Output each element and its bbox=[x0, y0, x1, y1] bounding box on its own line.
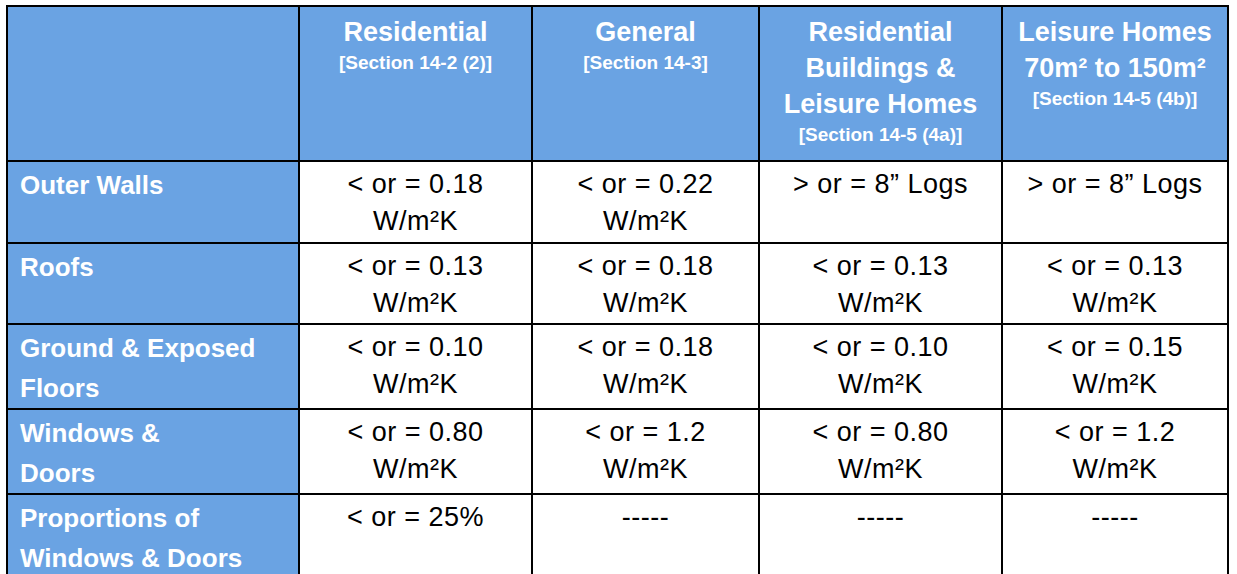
cell-floors-residential: < or = 0.10 W/m²K bbox=[299, 324, 532, 409]
column-section: [Section 14-2 (2)] bbox=[304, 50, 527, 76]
column-header-leisure-homes-70-150: Leisure Homes 70m² to 150m² [Section 14-… bbox=[1002, 6, 1228, 161]
cell-limit: < or = 0.22 bbox=[534, 165, 757, 203]
cell-limit: ----- bbox=[1004, 498, 1226, 536]
cell-proportions-res-leisure: ----- bbox=[759, 494, 1002, 574]
row-label-roofs: Roofs bbox=[7, 243, 299, 324]
cell-limit: < or = 0.13 bbox=[301, 247, 530, 285]
row-label-proportions-windows-doors: Proportions of Windows & Doors bbox=[7, 494, 299, 574]
cell-roofs-residential: < or = 0.13 W/m²K bbox=[299, 243, 532, 324]
cell-limit: < or = 1.2 bbox=[1004, 413, 1226, 451]
document-page: Residential [Section 14-2 (2)] General [… bbox=[0, 0, 1237, 574]
cell-unit: W/m²K bbox=[761, 366, 1000, 403]
cell-limit: < or = 0.10 bbox=[761, 328, 1000, 366]
column-section: [Section 14-5 (4a)] bbox=[764, 122, 997, 148]
cell-limit: < or = 1.2 bbox=[534, 413, 757, 451]
cell-floors-leisure-70-150: < or = 0.15 W/m²K bbox=[1002, 324, 1228, 409]
cell-unit: W/m²K bbox=[761, 451, 1000, 488]
cell-unit: W/m²K bbox=[534, 203, 757, 240]
row-label-outer-walls: Outer Walls bbox=[7, 161, 299, 243]
u-value-requirements-table: Residential [Section 14-2 (2)] General [… bbox=[6, 5, 1229, 574]
cell-limit: < or = 0.18 bbox=[534, 328, 757, 366]
table-row-roofs: Roofs < or = 0.13 W/m²K < or = 0.18 W/m²… bbox=[7, 243, 1228, 324]
cell-limit: < or = 0.80 bbox=[761, 413, 1000, 451]
cell-outer-walls-general: < or = 0.22 W/m²K bbox=[532, 161, 759, 243]
column-title: Residential Buildings & Leisure Homes bbox=[764, 14, 997, 122]
cell-proportions-general: ----- bbox=[532, 494, 759, 574]
cell-unit: W/m²K bbox=[301, 451, 530, 488]
cell-limit: > or = 8” Logs bbox=[761, 165, 1000, 203]
cell-unit: W/m²K bbox=[1004, 285, 1226, 322]
cell-unit: W/m²K bbox=[1004, 451, 1226, 488]
column-section: [Section 14-5 (4b)] bbox=[1007, 86, 1223, 112]
column-section: [Section 14-3] bbox=[537, 50, 754, 76]
cell-unit: W/m²K bbox=[1004, 366, 1226, 403]
cell-limit: < or = 0.18 bbox=[301, 165, 530, 203]
cell-floors-general: < or = 0.18 W/m²K bbox=[532, 324, 759, 409]
cell-limit: ----- bbox=[534, 498, 757, 536]
cell-unit: W/m²K bbox=[534, 451, 757, 488]
cell-windows-leisure-70-150: < or = 1.2 W/m²K bbox=[1002, 409, 1228, 494]
table-row-ground-exposed-floors: Ground & Exposed Floors < or = 0.10 W/m²… bbox=[7, 324, 1228, 409]
column-header-residential-buildings-leisure-homes: Residential Buildings & Leisure Homes [S… bbox=[759, 6, 1002, 161]
cell-limit: < or = 0.80 bbox=[301, 413, 530, 451]
cell-limit: < or = 0.18 bbox=[534, 247, 757, 285]
cell-limit: < or = 0.10 bbox=[301, 328, 530, 366]
cell-limit: < or = 0.13 bbox=[761, 247, 1000, 285]
row-label-windows-doors: Windows & Doors bbox=[7, 409, 299, 494]
cell-windows-general: < or = 1.2 W/m²K bbox=[532, 409, 759, 494]
column-title: Residential bbox=[304, 14, 527, 50]
corner-cell bbox=[7, 6, 299, 161]
table-row-windows-doors: Windows & Doors < or = 0.80 W/m²K < or =… bbox=[7, 409, 1228, 494]
cell-windows-res-leisure: < or = 0.80 W/m²K bbox=[759, 409, 1002, 494]
column-title: Leisure Homes 70m² to 150m² bbox=[1007, 14, 1223, 86]
cell-unit: W/m²K bbox=[301, 203, 530, 240]
cell-limit: < or = 0.13 bbox=[1004, 247, 1226, 285]
column-title: General bbox=[537, 14, 754, 50]
cell-unit: W/m²K bbox=[534, 285, 757, 322]
cell-outer-walls-residential: < or = 0.18 W/m²K bbox=[299, 161, 532, 243]
cell-proportions-leisure-70-150: ----- bbox=[1002, 494, 1228, 574]
row-label-ground-exposed-floors: Ground & Exposed Floors bbox=[7, 324, 299, 409]
cell-proportions-residential: < or = 25% bbox=[299, 494, 532, 574]
table-row-proportions-windows-doors: Proportions of Windows & Doors < or = 25… bbox=[7, 494, 1228, 574]
cell-unit: W/m²K bbox=[301, 285, 530, 322]
cell-outer-walls-leisure-70-150: > or = 8” Logs bbox=[1002, 161, 1228, 243]
cell-roofs-general: < or = 0.18 W/m²K bbox=[532, 243, 759, 324]
cell-limit: < or = 0.15 bbox=[1004, 328, 1226, 366]
cell-floors-res-leisure: < or = 0.10 W/m²K bbox=[759, 324, 1002, 409]
cell-outer-walls-res-leisure: > or = 8” Logs bbox=[759, 161, 1002, 243]
cell-limit: < or = 25% bbox=[301, 498, 530, 536]
cell-unit: W/m²K bbox=[301, 366, 530, 403]
cell-roofs-res-leisure: < or = 0.13 W/m²K bbox=[759, 243, 1002, 324]
header-row: Residential [Section 14-2 (2)] General [… bbox=[7, 6, 1228, 161]
column-header-general: General [Section 14-3] bbox=[532, 6, 759, 161]
cell-limit: ----- bbox=[761, 498, 1000, 536]
column-header-residential: Residential [Section 14-2 (2)] bbox=[299, 6, 532, 161]
cell-unit: W/m²K bbox=[534, 366, 757, 403]
table-row-outer-walls: Outer Walls < or = 0.18 W/m²K < or = 0.2… bbox=[7, 161, 1228, 243]
cell-limit: > or = 8” Logs bbox=[1004, 165, 1226, 203]
cell-roofs-leisure-70-150: < or = 0.13 W/m²K bbox=[1002, 243, 1228, 324]
cell-windows-residential: < or = 0.80 W/m²K bbox=[299, 409, 532, 494]
cell-unit: W/m²K bbox=[761, 285, 1000, 322]
